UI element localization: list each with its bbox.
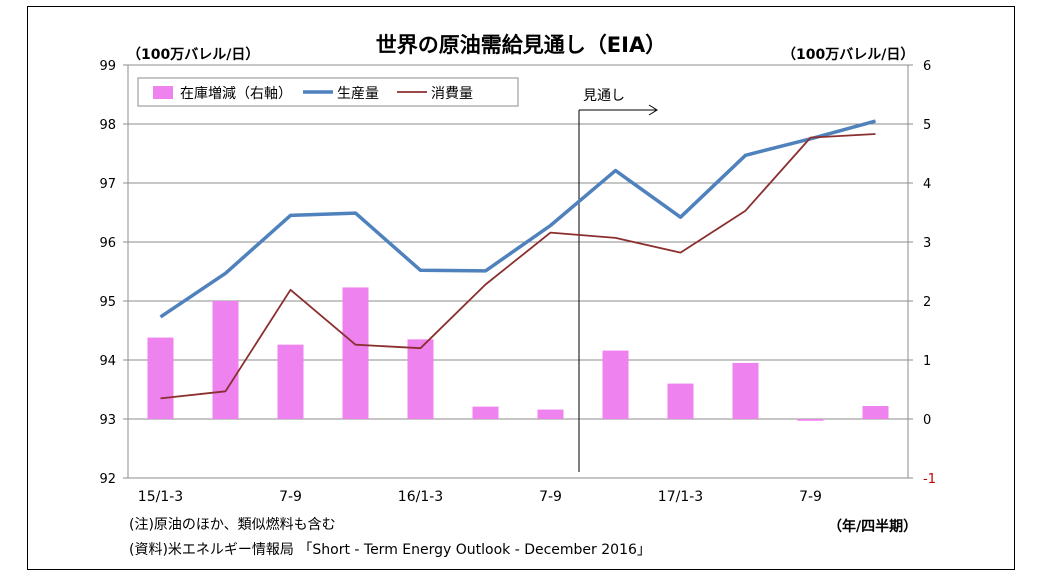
right-tick-label: 3: [923, 236, 931, 251]
inventory-bar: [797, 419, 824, 421]
consumption-line: [160, 133, 876, 400]
forecast-arrow-head: [648, 104, 658, 116]
inventory-bar: [862, 406, 889, 419]
left-tick-label: 93: [99, 413, 116, 428]
left-axis-unit: （100万バレル/日）: [127, 47, 260, 63]
chart-title: 世界の原油需給見通し（EIA）: [375, 33, 667, 57]
legend-label-production: 生産量: [337, 86, 379, 102]
right-tick-label: 1: [923, 354, 931, 369]
left-tick-label: 95: [99, 295, 116, 310]
note-text: (注)原油のほか、類似燃料も含む: [129, 517, 336, 533]
right-tick-label: 6: [923, 59, 931, 74]
left-tick-label: 98: [99, 118, 116, 133]
left-tick-label: 92: [99, 472, 116, 487]
x-tick-label: 17/1-3: [658, 489, 703, 505]
inventory-bar: [732, 362, 759, 419]
right-tick-label: 2: [923, 295, 931, 310]
x-tick-label: 16/1-3: [398, 489, 443, 505]
forecast-label: 見通し: [583, 88, 625, 104]
inventory-bar: [537, 409, 564, 419]
right-tick-label: -1: [923, 472, 936, 487]
production-line: [159, 119, 876, 319]
x-axis-unit: （年/四半期）: [828, 519, 918, 535]
x-tick-label: 15/1-3: [138, 489, 183, 505]
source-text: (資料)米エネルギー情報局 「Short - Term Energy Outlo…: [129, 542, 651, 558]
left-tick-label: 94: [99, 354, 116, 369]
right-axis-unit: （100万バレル/日）: [782, 47, 915, 63]
legend-label-consumption: 消費量: [431, 86, 473, 102]
inventory-bar: [277, 344, 304, 419]
right-tick-label: 4: [923, 177, 931, 192]
left-tick-label: 96: [99, 236, 116, 251]
inventory-bar: [407, 339, 434, 419]
right-tick-label: 0: [923, 413, 931, 428]
legend-bar-swatch: [153, 86, 173, 99]
legend-label-inventory: 在庫増減（右軸）: [180, 85, 292, 102]
inventory-bar: [147, 337, 174, 419]
inventory-bar: [667, 383, 694, 419]
x-tick-label: 7-9: [799, 489, 822, 505]
inventory-bar: [472, 406, 499, 419]
inventory-bar: [342, 287, 369, 419]
inventory-bar: [602, 350, 629, 419]
right-tick-label: 5: [923, 118, 931, 133]
x-tick-label: 7-9: [539, 489, 562, 505]
left-tick-label: 99: [99, 59, 116, 74]
inventory-bar: [212, 301, 239, 419]
left-tick-label: 97: [99, 177, 116, 192]
x-tick-label: 7-9: [279, 489, 302, 505]
